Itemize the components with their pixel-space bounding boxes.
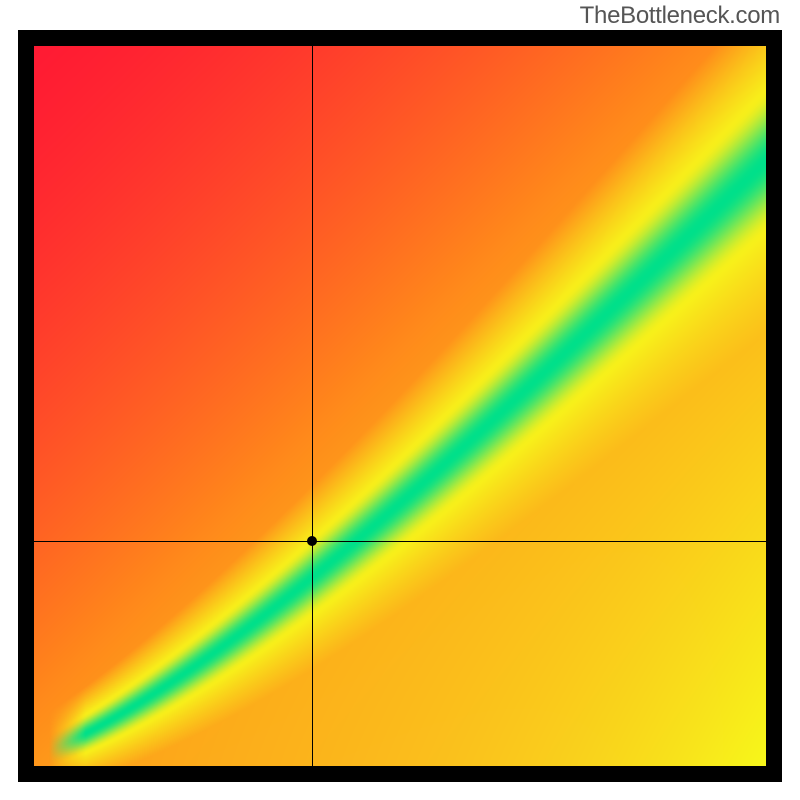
crosshair-horizontal xyxy=(34,541,766,542)
crosshair-vertical xyxy=(312,46,313,766)
heatmap-chart xyxy=(18,30,782,782)
heatmap-canvas xyxy=(34,46,766,766)
marker-dot xyxy=(307,536,317,546)
watermark: TheBottleneck.com xyxy=(580,2,780,30)
